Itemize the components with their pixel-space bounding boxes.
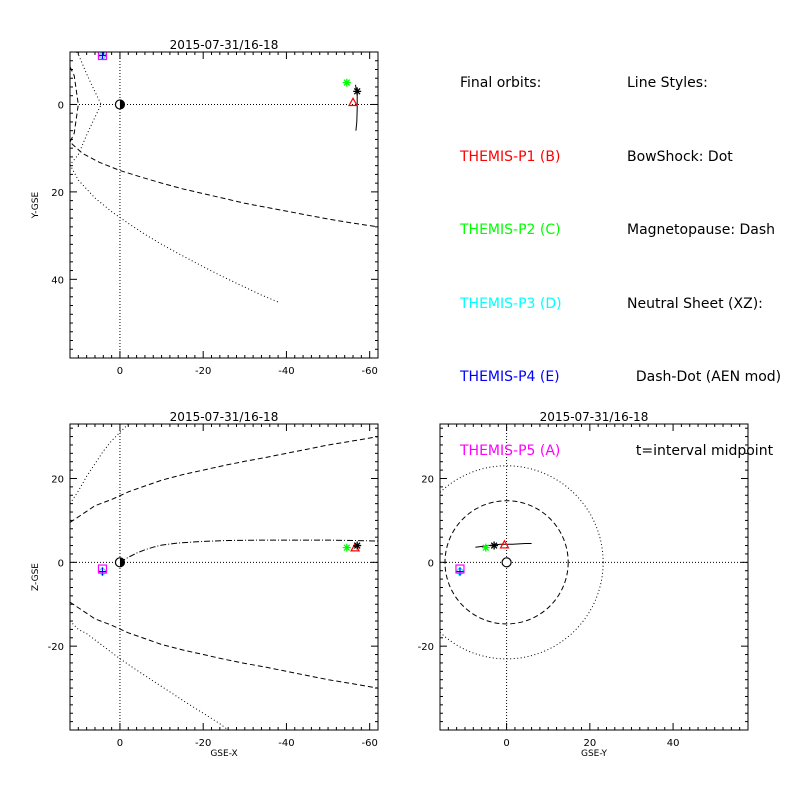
xz-title: 2015-07-31/16-18 [170,410,279,424]
legend-style-midpoint: t=interval midpoint [627,442,774,459]
xz-y-tick-label: 0 [58,558,64,569]
final-orbits-legend: Final orbits: THEMIS-P1 (B) THEMIS-P2 (C… [460,22,562,512]
xy-marker-themis-p5-a [97,52,108,61]
yz-y-tick-label: 0 [428,558,434,569]
xz-marker-themis-p4-e [98,567,107,576]
xy-plot-area [70,52,378,358]
yz-x-tick-label: 0 [503,738,509,749]
xz-marker-themis-p5-a [97,564,108,574]
xz-x-axis-label: GSE-X [210,749,237,759]
xz-plot-area [70,424,378,730]
yz-title: 2015-07-31/16-18 [540,410,649,424]
legend-style-bowshock: BowShock: Dot [627,148,733,165]
legend-probe-p4: THEMIS-P4 (E) [460,369,560,385]
yz-earth-icon [501,557,512,568]
xz-bowshock [70,620,229,730]
yz-marker-themis-p5-a [455,564,465,574]
yz-y-tick-label: -20 [418,642,434,653]
xy-bowshock [70,52,279,303]
xy-y-tick-label: 20 [51,188,64,199]
xy-y-axis-label: Y-GSE [31,192,41,220]
legend-orbits-title: Final orbits: [460,75,542,91]
xy-marker-themis-p4-e [98,52,107,60]
yz-marker-end [490,541,499,550]
xz-earth-icon [114,557,126,568]
legend-probe-p2: THEMIS-P2 (C) [460,222,561,238]
line-styles-legend: Line Styles: BowShock: Dot Magnetopause:… [627,22,781,512]
panel-xz: 0 -20 -40 -60 20 0 -20 2015-07-31/16-18 GSE-X Z-G… [31,410,379,759]
legend-style-dash-dot: Dash-Dot (AEN mod) [627,369,782,385]
xz-x-tick-label: -60 [362,738,378,749]
xz-magnetopause-lower [70,601,378,689]
xz-marker-end [353,541,362,550]
xy-x-tick-label: -20 [195,366,211,377]
legend-styles-title: Line Styles: [627,75,708,91]
xz-magnetopause [70,436,378,523]
xz-marker-themis-p2-c [342,543,351,552]
xz-x-tick-label: -40 [278,738,294,749]
xy-y-tick-label: 40 [51,275,64,286]
panel-xy: 0 -20 -40 -60 0 20 40 2015-07-31/16-18 Y-GSE [31,38,379,377]
legend-probe-p3: THEMIS-P3 (D) [460,295,562,312]
xz-y-tick-label: 20 [51,474,64,485]
xy-x-tick-label: 0 [117,366,123,377]
xz-x-tick-label: 0 [117,738,123,749]
legend-style-neutral-sheet: Neutral Sheet (XZ): [627,295,763,312]
xy-marker-end [353,87,362,96]
yz-x-tick-label: 40 [667,738,680,749]
xy-x-tick-label: -60 [362,366,378,377]
xz-y-axis-label: Z-GSE [31,563,41,591]
legend-probe-p1: THEMIS-P1 (B) [460,148,561,165]
yz-x-axis-label: GSE-Y [581,749,608,759]
legend-style-magnetopause: Magnetopause: Dash [627,222,776,238]
xz-y-tick-label: -20 [48,642,64,653]
yz-marker-themis-p1-b [499,539,510,549]
legend-probe-p5: THEMIS-P5 (A) [460,442,561,459]
xz-frame [69,423,379,731]
xz-x-tick-label: -20 [195,738,211,749]
xy-marker-themis-p2-c [342,78,351,87]
yz-x-tick-label: 20 [583,738,596,749]
xz-bowshock-upper [70,424,129,504]
xy-earth-icon [114,99,126,110]
xy-magnetopause [70,66,378,228]
yz-marker-themis-p2-c [481,543,490,552]
yz-bowshock-circle [440,465,604,660]
xy-frame [69,51,379,359]
xy-y-tick-label: 0 [58,100,64,111]
yz-y-tick-label: 20 [421,474,434,485]
xy-x-tick-label: -40 [278,366,294,377]
xy-title: 2015-07-31/16-18 [170,38,279,52]
yz-marker-themis-p4-e [455,567,464,576]
xz-neutral-sheet [119,539,378,563]
xy-marker-themis-p1-b [348,97,359,107]
panel-yz: 0 20 40 20 0 -20 2015-07-31/16-18 GSE-Y [418,410,749,759]
yz-frame [439,423,749,731]
